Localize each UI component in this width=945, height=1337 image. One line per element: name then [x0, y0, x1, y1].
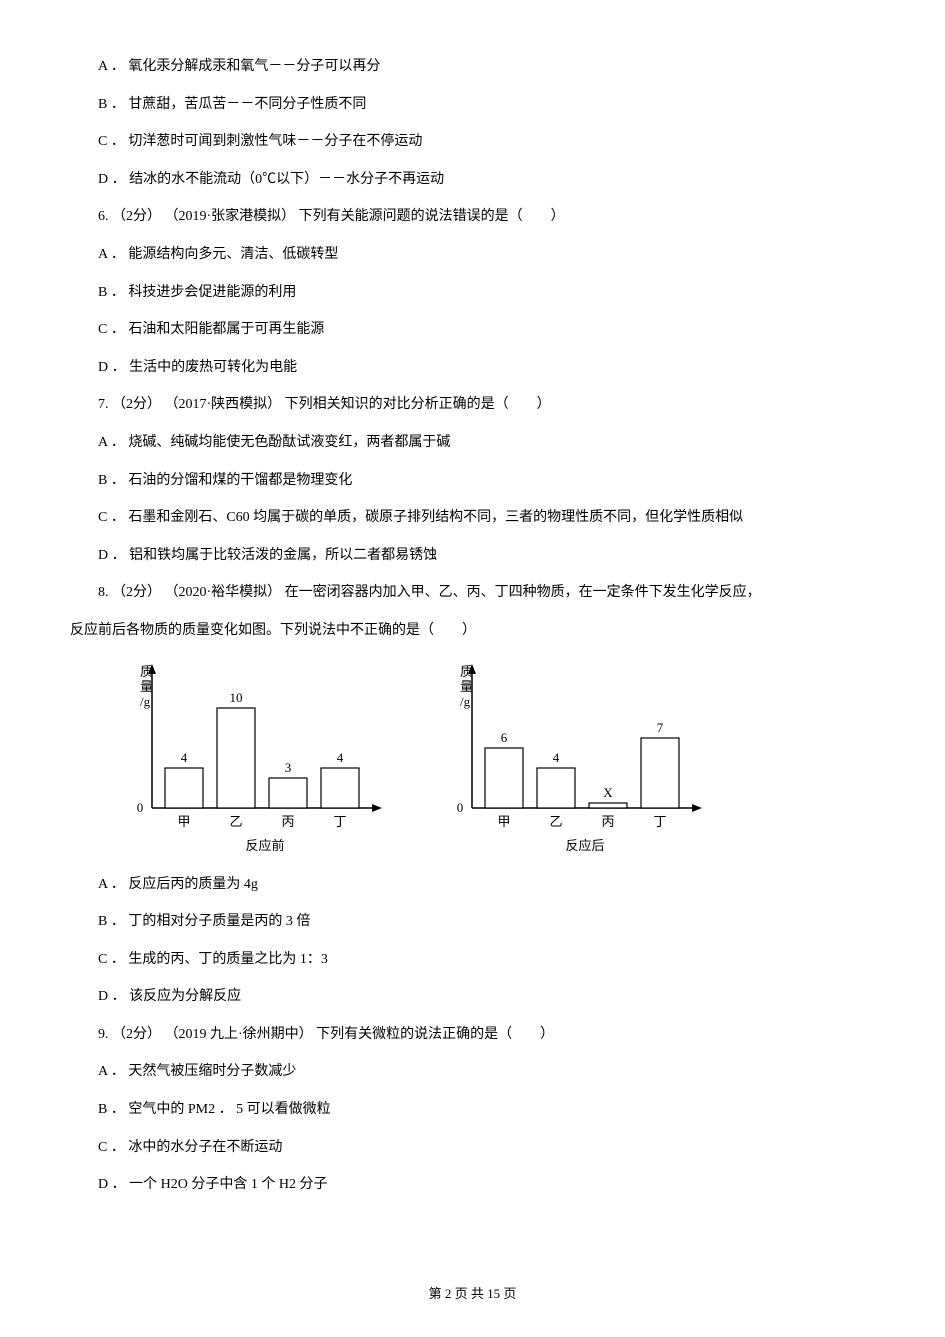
q9-opt-d: D ． 一个 H2O 分子中含 1 个 H2 分子	[70, 1168, 875, 1202]
bar	[321, 768, 359, 808]
q9-opt-c: C ． 冰中的水分子在不断运动	[70, 1131, 875, 1165]
chart-before-ylabel3: /g	[140, 694, 151, 709]
q5-opt-a: A ． 氧化汞分解成汞和氧气－－分子可以再分	[70, 50, 875, 84]
bar-value-label: 6	[501, 730, 508, 745]
chart-after-ylabel3: /g	[460, 694, 471, 709]
bar-category-label: 丙	[601, 814, 614, 829]
q8-opt-b: B ． 丁的相对分子质量是丙的 3 倍	[70, 905, 875, 939]
q7-stem: 7. （2分） （2017·陕西模拟） 下列相关知识的对比分析正确的是（ ）	[70, 388, 875, 422]
bar-category-label: 乙	[229, 814, 242, 829]
footer-prefix: 第	[429, 1286, 445, 1301]
bar-value-label: 3	[285, 760, 292, 775]
footer-suffix: 页	[500, 1286, 516, 1301]
chart-after-bars: 6 甲 4 乙 X丙 7 丁	[485, 720, 679, 829]
q9-opt-a: A ． 天然气被压缩时分子数减少	[70, 1055, 875, 1089]
q7-opt-b: B ． 石油的分馏和煤的干馏都是物理变化	[70, 464, 875, 498]
bar	[269, 778, 307, 808]
q6-stem: 6. （2分） （2019·张家港模拟） 下列有关能源问题的说法错误的是（ ）	[70, 200, 875, 234]
q8-opt-c: C ． 生成的丙、丁的质量之比为 1：3	[70, 943, 875, 977]
page-footer: 第 2 页 共 15 页	[0, 1278, 945, 1309]
bar-value-label: 4	[181, 750, 188, 765]
bar-value-label: 10	[230, 690, 243, 705]
q6-opt-c: C ． 石油和太阳能都属于可再生能源	[70, 313, 875, 347]
bar	[165, 768, 203, 808]
q6-opt-a: A ． 能源结构向多元、清洁、低碳转型	[70, 238, 875, 272]
q6-opt-b: B ． 科技进步会促进能源的利用	[70, 276, 875, 310]
bar	[589, 803, 627, 808]
bar-category-label: 丙	[281, 814, 294, 829]
q7-opt-c: C ． 石墨和金刚石、C60 均属于碳的单质，碳原子排列结构不同，三者的物理性质…	[70, 501, 875, 535]
q8-opt-a: A ． 反应后丙的质量为 4g	[70, 868, 875, 902]
q5-opt-b: B ． 甘蔗甜，苦瓜苦－－不同分子性质不同	[70, 88, 875, 122]
chart-before-xarrow	[372, 804, 382, 812]
bar-category-label: 甲	[177, 814, 190, 829]
bar	[641, 738, 679, 808]
bar-value-label: 4	[553, 750, 560, 765]
bar-category-label: 乙	[549, 814, 562, 829]
bar	[217, 708, 255, 808]
charts-container: 质 量 /g 4甲10乙3丙4丁 0 反应前 质 量 /g 6甲4乙X丙7丁	[110, 658, 875, 858]
q7-opt-d: D ． 铝和铁均属于比较活泼的金属，所以二者都易锈蚀	[70, 539, 875, 573]
chart-after-zero: 0	[457, 800, 464, 815]
bar-category-label: 丁	[653, 814, 666, 829]
chart-after-caption: 反应后	[565, 838, 604, 853]
bar-value-label: X	[603, 785, 613, 800]
q7-opt-a: A ． 烧碱、纯碱均能使无色酚酞试液变红，两者都属于碱	[70, 426, 875, 460]
q8-opt-d: D ． 该反应为分解反应	[70, 980, 875, 1014]
footer-mid: 页 共	[451, 1286, 487, 1301]
footer-total: 15	[487, 1286, 500, 1301]
bar	[537, 768, 575, 808]
chart-after-ylabel2: 量	[460, 679, 473, 694]
bar-category-label: 丁	[333, 814, 346, 829]
chart-before-caption: 反应前	[245, 838, 284, 853]
q8-stem-line2: 反应前后各物质的质量变化如图。下列说法中不正确的是（ ）	[70, 614, 875, 648]
bar	[485, 748, 523, 808]
chart-before-zero: 0	[137, 800, 144, 815]
chart-before-ylabel2: 量	[140, 679, 153, 694]
bar-value-label: 4	[337, 750, 344, 765]
q9-opt-b: B ． 空气中的 PM2 ． 5 可以看做微粒	[70, 1093, 875, 1127]
q6-opt-d: D ． 生活中的废热可转化为电能	[70, 351, 875, 385]
q9-stem: 9. （2分） （2019 九上·徐州期中） 下列有关微粒的说法正确的是（ ）	[70, 1018, 875, 1052]
q5-opt-d: D ． 结冰的水不能流动（0℃以下）－－水分子不再运动	[70, 163, 875, 197]
chart-after-xarrow	[692, 804, 702, 812]
chart-before: 质 量 /g 4甲10乙3丙4丁 0 反应前	[110, 658, 390, 858]
chart-after: 质 量 /g 6甲4乙X丙7丁 0 反应后	[430, 658, 710, 858]
q5-opt-c: C ． 切洋葱时可闻到刺激性气味－－分子在不停运动	[70, 125, 875, 159]
bar-value-label: 7	[657, 720, 664, 735]
bar-category-label: 甲	[497, 814, 510, 829]
q8-stem-line1: 8. （2分） （2020·裕华模拟） 在一密闭容器内加入甲、乙、丙、丁四种物质…	[70, 576, 875, 610]
